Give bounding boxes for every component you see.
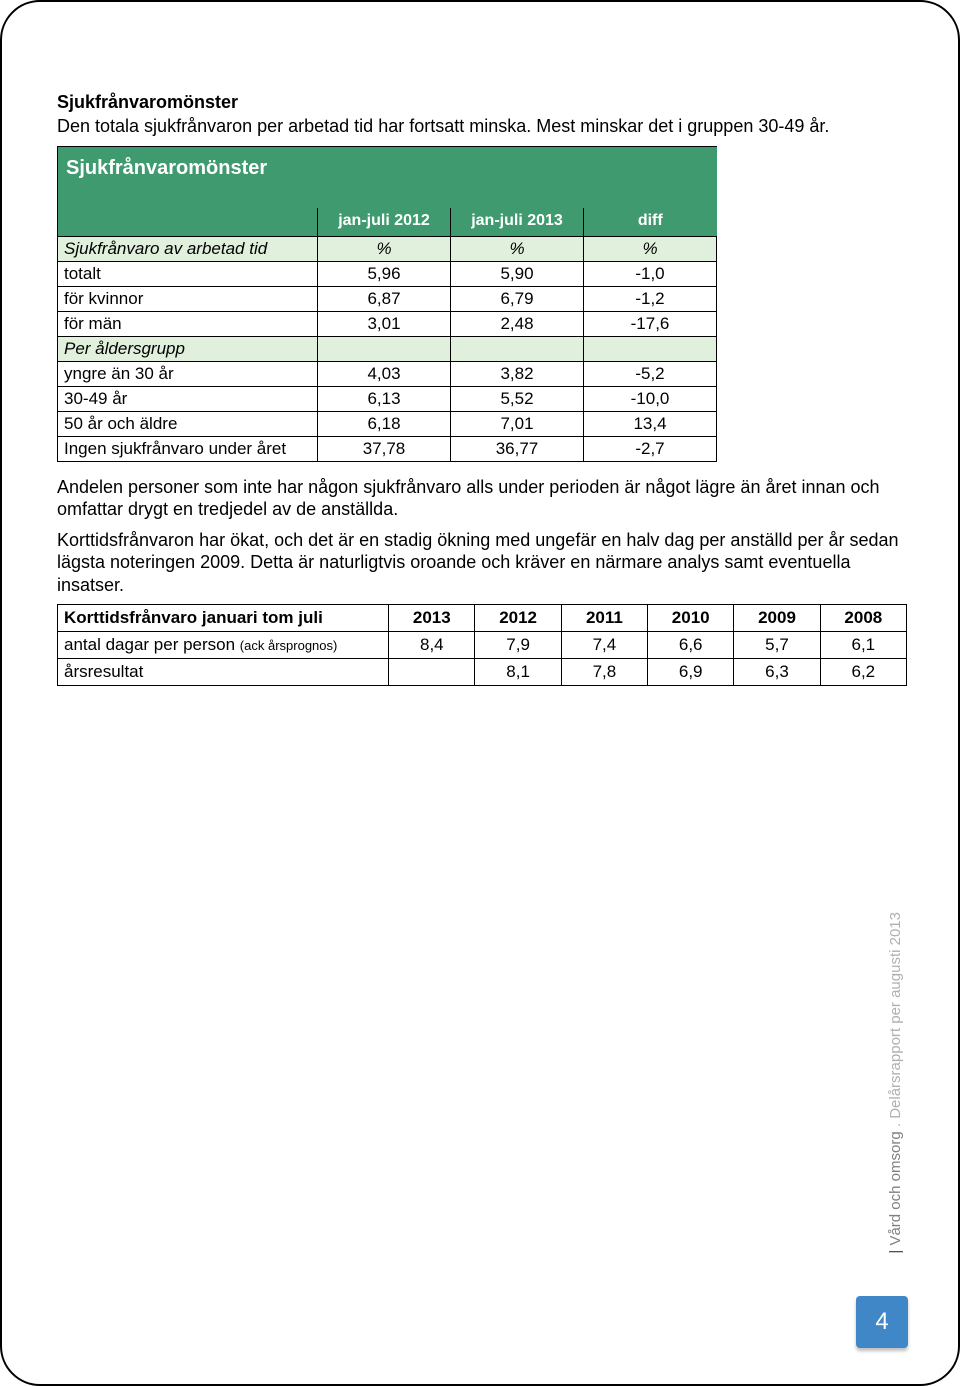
row-label: yngre än 30 år (58, 361, 318, 386)
table-row: för män 3,01 2,48 -17,6 (58, 311, 717, 336)
table-row: antal dagar per person (ack årsprognos) … (58, 632, 907, 659)
table-row: för kvinnor 6,87 6,79 -1,2 (58, 286, 717, 311)
row-label: totalt (58, 261, 318, 286)
short-term-absence-table: Korttidsfrånvaro januari tom juli 2013 2… (57, 604, 907, 686)
row-label: Ingen sjukfrånvaro under året (58, 436, 318, 461)
cell: -17,6 (584, 311, 717, 336)
row-label: för kvinnor (58, 286, 318, 311)
cell: 13,4 (584, 411, 717, 436)
col-header: jan-juli 2012 (318, 208, 451, 237)
cell: 5,7 (734, 632, 820, 659)
cell: 7,4 (561, 632, 647, 659)
table-column-headers: jan-juli 2012 jan-juli 2013 diff (58, 208, 717, 237)
content-area: Sjukfrånvaromönster Den totala sjukfrånv… (57, 52, 903, 686)
cell: 7,01 (451, 411, 584, 436)
cell: 6,18 (318, 411, 451, 436)
table-header-row: Korttidsfrånvaro januari tom juli 2013 2… (58, 605, 907, 632)
table-row: yngre än 30 år 4,03 3,82 -5,2 (58, 361, 717, 386)
cell: 8,4 (389, 632, 475, 659)
cell: 6,2 (820, 659, 906, 686)
cell (389, 659, 475, 686)
row-label: 50 år och äldre (58, 411, 318, 436)
year-header: 2011 (561, 605, 647, 632)
cell: 6,79 (451, 286, 584, 311)
section-heading: Sjukfrånvaromönster (57, 92, 903, 113)
cell: -5,2 (584, 361, 717, 386)
cell: 37,78 (318, 436, 451, 461)
cell: 6,9 (648, 659, 734, 686)
table-section-row: Sjukfrånvaro av arbetad tid % % % (58, 236, 717, 261)
table-title-row: Sjukfrånvaromönster (58, 146, 717, 208)
row-label: 30-49 år (58, 386, 318, 411)
cell: 5,52 (451, 386, 584, 411)
table-title: Sjukfrånvaromönster (58, 146, 717, 208)
cell: 7,8 (561, 659, 647, 686)
cell: 2,48 (451, 311, 584, 336)
cell: 3,01 (318, 311, 451, 336)
pct-symbol: % (451, 236, 584, 261)
table-row: Ingen sjukfrånvaro under året 37,78 36,7… (58, 436, 717, 461)
body-paragraph: Andelen personer som inte har någon sjuk… (57, 476, 903, 521)
cell: 7,9 (475, 632, 561, 659)
row-label: för män (58, 311, 318, 336)
cell: 36,77 (451, 436, 584, 461)
cell: -2,7 (584, 436, 717, 461)
side-footer-text: | Vård och omsorg . Delårsrapport per au… (887, 912, 904, 1254)
pct-symbol: % (584, 236, 717, 261)
page-number-badge: 4 (856, 1296, 908, 1348)
cell: 3,82 (451, 361, 584, 386)
cell: 6,13 (318, 386, 451, 411)
table-row: totalt 5,96 5,90 -1,0 (58, 261, 717, 286)
cell: -1,0 (584, 261, 717, 286)
cell: 5,96 (318, 261, 451, 286)
cell: 6,3 (734, 659, 820, 686)
cell: 6,6 (648, 632, 734, 659)
cell: 6,87 (318, 286, 451, 311)
year-header: 2009 (734, 605, 820, 632)
row-label: årsresultat (58, 659, 389, 686)
cell: 5,90 (451, 261, 584, 286)
sickness-pattern-table: Sjukfrånvaromönster jan-juli 2012 jan-ju… (57, 146, 717, 462)
table-row: 30-49 år 6,13 5,52 -10,0 (58, 386, 717, 411)
col-header: jan-juli 2013 (451, 208, 584, 237)
table-section-row: Per åldersgrupp (58, 336, 717, 361)
intro-paragraph: Den totala sjukfrånvaron per arbetad tid… (57, 115, 903, 138)
cell: -10,0 (584, 386, 717, 411)
year-header: 2010 (648, 605, 734, 632)
cell: 8,1 (475, 659, 561, 686)
year-header: 2013 (389, 605, 475, 632)
body-paragraph: Korttidsfrånvaron har ökat, och det är e… (57, 529, 903, 597)
row-label: antal dagar per person (ack årsprognos) (58, 632, 389, 659)
section-label: Sjukfrånvaro av arbetad tid (58, 236, 318, 261)
page-frame: Sjukfrånvaromönster Den totala sjukfrånv… (0, 0, 960, 1386)
cell: 6,1 (820, 632, 906, 659)
year-header: 2008 (820, 605, 906, 632)
year-header: 2012 (475, 605, 561, 632)
cell: -1,2 (584, 286, 717, 311)
table-header-label: Korttidsfrånvaro januari tom juli (58, 605, 389, 632)
table-row: årsresultat 8,1 7,8 6,9 6,3 6,2 (58, 659, 907, 686)
cell: 4,03 (318, 361, 451, 386)
table-row: 50 år och äldre 6,18 7,01 13,4 (58, 411, 717, 436)
section-label: Per åldersgrupp (58, 336, 318, 361)
pct-symbol: % (318, 236, 451, 261)
col-header: diff (584, 208, 717, 237)
